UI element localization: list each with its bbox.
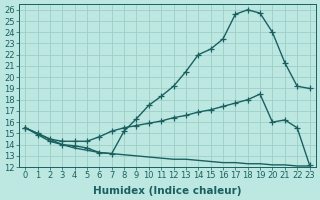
X-axis label: Humidex (Indice chaleur): Humidex (Indice chaleur)	[93, 186, 242, 196]
